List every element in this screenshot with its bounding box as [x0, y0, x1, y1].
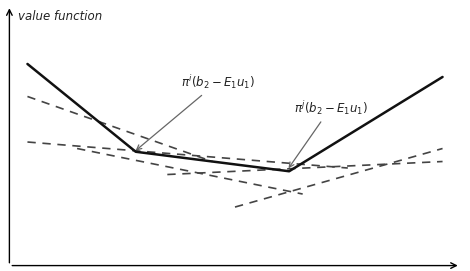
Text: $\pi^j(b_2 - E_1 u_1)$: $\pi^j(b_2 - E_1 u_1)$ [289, 99, 368, 167]
Text: $\pi^i(b_2 - E_1 u_1)$: $\pi^i(b_2 - E_1 u_1)$ [137, 73, 255, 150]
Text: value function: value function [18, 10, 102, 23]
